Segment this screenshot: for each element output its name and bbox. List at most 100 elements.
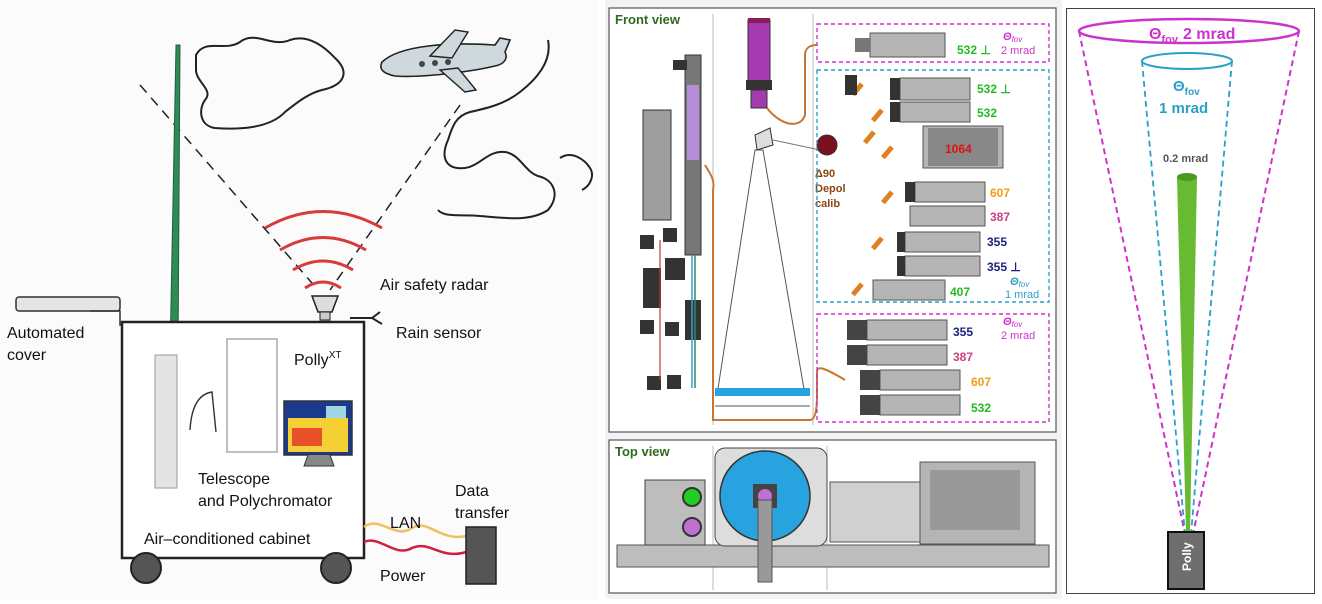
fov-1mrad-box: [816, 69, 1050, 303]
channel-label-bottom-0: 355: [953, 325, 973, 339]
polychromator-top: [829, 481, 921, 543]
detector-purple: [747, 19, 771, 83]
radar-dish-icon: [310, 295, 340, 313]
detector-module: [855, 32, 946, 58]
polly-instrument-label: Polly: [1180, 542, 1194, 571]
fiber-top: [766, 44, 818, 125]
fov-value-bottom: 2 mrad: [1001, 330, 1035, 342]
polly-name: PollyXT: [294, 350, 341, 369]
telescope-arm: [757, 499, 773, 583]
quicklook-layer-red: [292, 428, 322, 446]
power-label: Power: [380, 568, 426, 585]
channel-label-mid-7: 407: [950, 285, 970, 299]
detector-1064-body: [930, 470, 1020, 530]
ir-detector-body: [928, 128, 998, 166]
fov-inner-value: 1 mrad: [1159, 100, 1208, 117]
telescope-tube: [154, 354, 178, 489]
fov-value-top: 2 mrad: [1001, 45, 1035, 57]
channel-label-mid-5: 355: [987, 235, 1007, 249]
radar-waves-icon: [264, 210, 383, 290]
channel-label-mid-6: 355 ⊥: [987, 260, 1021, 274]
rain-sensor-label: Rain sensor: [396, 325, 482, 342]
channel-label-top-0: 532 ⊥: [957, 43, 991, 57]
laser-beam-cone: [1177, 177, 1197, 534]
optic-mounts: [640, 228, 701, 390]
top-view-title: Top view: [615, 444, 671, 459]
fov-2mrad-box-bottom: [816, 313, 1050, 423]
depol-calib-label: Δ90 Depol calib: [815, 168, 849, 210]
monitor-stand: [303, 454, 335, 467]
fiber-main: [704, 164, 715, 395]
wheel-left: [130, 552, 162, 584]
telescope-mirror: [189, 391, 217, 433]
channel-label-mid-2: 1064: [945, 142, 972, 156]
data-transfer-box: [465, 526, 497, 585]
wheel-right: [320, 552, 352, 584]
fov-inner-ellipse: [1141, 52, 1233, 70]
power-cable: [363, 539, 467, 556]
fov-inner-right: [1190, 60, 1233, 535]
cloud-outline-right: [437, 39, 593, 220]
lan-cable: [363, 522, 467, 539]
channel-label-mid-4: 387: [990, 210, 1010, 224]
fov-outer-label: Θfov 2 mrad: [1149, 26, 1235, 46]
detector-modules-bottom: [866, 319, 961, 416]
air-safety-radar-label: Air safety radar: [380, 277, 489, 294]
polychromator-box: [226, 338, 278, 453]
data-transfer-label-2: transfer: [455, 505, 510, 522]
detector-mount: [746, 80, 772, 90]
secondary-mirror: [754, 127, 774, 151]
front-view-frame: [608, 7, 1057, 433]
fov-value-mid: 1 mrad: [1005, 289, 1039, 301]
fov-cone-right: [329, 104, 461, 291]
primary-mirror: [715, 388, 810, 396]
fov-drawing: Θfov 2 mrad Θfov 1 mrad 0.2 mrad Polly: [1077, 17, 1301, 590]
purple-window-icon: [682, 517, 702, 537]
rain-sensor-icon: [350, 311, 383, 325]
detector-mounts-bottom: [847, 320, 880, 415]
channel-label-bottom-1: 387: [953, 350, 973, 364]
channel-label-bottom-3: 532: [971, 401, 991, 415]
airplane-icon: [380, 29, 512, 93]
laser-beam-top: [1177, 173, 1197, 181]
fov-inner-left: [1141, 60, 1186, 535]
detector-purple-lower: [750, 89, 768, 109]
data-transfer-label-1: Data: [455, 483, 489, 500]
fov-inner-symbol: Θfov: [1173, 78, 1200, 98]
channel-label-mid-3: 607: [990, 186, 1010, 200]
automated-cover-label-1: Automated: [7, 325, 84, 342]
quicklook-layer-cyan: [326, 406, 346, 418]
fov-outer-left: [1078, 30, 1186, 535]
automated-cover-lid: [15, 296, 121, 312]
telescope-label-1: Telescope: [198, 471, 270, 488]
lan-label: LAN: [390, 515, 421, 532]
fov-cone-left: [139, 84, 319, 291]
fov-label-mid: Θfov: [1010, 276, 1030, 289]
optical-bench: [616, 544, 1050, 568]
green-window-icon: [682, 487, 702, 507]
channel-label-mid-0: 532 ⊥: [977, 82, 1011, 96]
polly-instrument-box: [1167, 531, 1205, 590]
fov-2mrad-box-top: [816, 23, 1050, 63]
fov-label-top: Θfov: [1003, 31, 1023, 44]
beam-divergence-label: 0.2 mrad: [1163, 153, 1208, 165]
expander-window: [687, 85, 699, 160]
depol-calib-wheel: [816, 134, 838, 156]
optic-mount: [673, 60, 687, 70]
radar-mount: [319, 311, 331, 321]
automated-cover-label-2: cover: [7, 347, 47, 364]
channel-label-mid-1: 532: [977, 106, 997, 120]
detector-mounts-mid: [845, 75, 915, 276]
fov-panel: Θfov 2 mrad Θfov 1 mrad 0.2 mrad Polly: [1066, 8, 1315, 594]
channel-label-bottom-2: 607: [971, 375, 991, 389]
laser-beam: [169, 44, 181, 357]
fov-outer-right: [1192, 30, 1300, 535]
sketch-panel: Air safety radar Rain sensor Automated c…: [0, 0, 598, 599]
front-view-title: Front view: [615, 12, 681, 27]
laser-head: [642, 109, 672, 221]
cabinet-label: Air–conditioned cabinet: [144, 531, 311, 548]
instrument-panel: Front view Δ90 Depol calib 532 ⊥ Θfov: [605, 0, 1062, 599]
cloud-outline: [195, 36, 345, 130]
sketch-drawing: Air safety radar Rain sensor Automated c…: [7, 29, 593, 585]
instrument-drawing: Front view Δ90 Depol calib 532 ⊥ Θfov: [608, 7, 1057, 594]
